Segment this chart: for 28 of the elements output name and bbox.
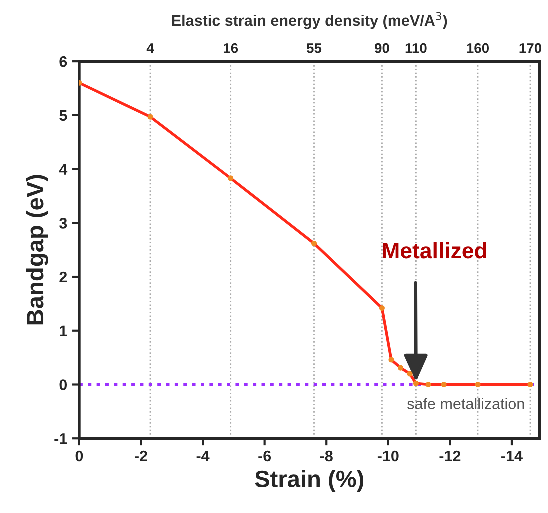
x-tick-label: 0 <box>76 450 84 462</box>
annotation: 4 <box>146 44 154 54</box>
x-tick-label: -2 <box>135 450 148 462</box>
x-tick-label: -6 <box>258 450 272 462</box>
x2-axis-title: Elastic strain energy density (meV/A$^{3}$) <box>172 12 448 30</box>
y-tick-label: -1 <box>54 434 68 444</box>
y-tick-label: 0 <box>60 380 68 390</box>
x-tick-label: -14 <box>502 450 523 462</box>
annotation: 160 <box>467 43 490 54</box>
x-axis-title: Strain (%) <box>255 470 364 492</box>
y-tick-label: 4 <box>59 164 68 175</box>
y-tick-label: 2 <box>60 272 68 283</box>
y-tick-label: 1 <box>60 326 68 336</box>
y-axis-title: Bandgap (eV) <box>26 175 49 325</box>
annotation: 90 <box>374 43 390 54</box>
annotation: Metallized <box>383 242 486 259</box>
x-tick-label: -10 <box>378 450 399 462</box>
x-tick-label: -12 <box>440 450 461 462</box>
y-tick-label: 6 <box>60 56 68 68</box>
y-tick-label: 3 <box>60 218 68 229</box>
annotation: 16 <box>224 43 238 54</box>
x-tick-label: -4 <box>196 450 210 462</box>
x-tick-label: -8 <box>320 450 333 462</box>
annotation: 170 <box>520 43 542 54</box>
y-tick-label: 5 <box>60 110 68 122</box>
ref-line-label: safe metallization <box>408 398 524 410</box>
annotation: 55 <box>306 44 322 54</box>
annotation: 110 <box>406 43 427 54</box>
